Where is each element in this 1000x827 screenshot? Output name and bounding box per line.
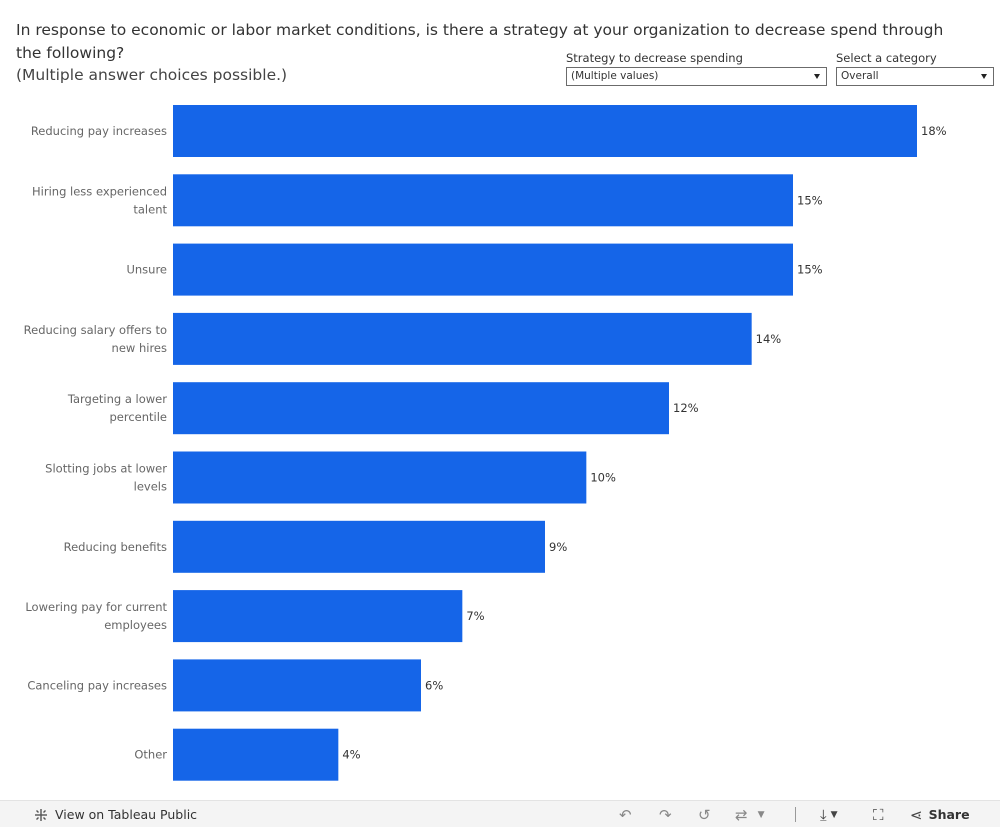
bar[interactable] [173, 659, 421, 712]
strategy-filter-dropdown[interactable]: (Multiple values) [566, 67, 827, 86]
undo-button[interactable]: ↶ [619, 801, 632, 827]
bar[interactable] [173, 174, 793, 227]
category-label: Slotting jobs at lower levels [45, 462, 167, 494]
value-label: 18% [921, 124, 947, 138]
strategy-filter-value: (Multiple values) [571, 70, 659, 82]
revert-icon: ↺ [698, 805, 711, 824]
download-button[interactable]: ⤓ ▼ [820, 801, 838, 827]
undo-icon: ↶ [619, 805, 632, 824]
refresh-icon: ⇄ [735, 805, 748, 824]
share-button[interactable]: ⋖ Share [910, 801, 970, 827]
chevron-down-icon [981, 74, 987, 79]
value-label: 10% [590, 471, 616, 485]
value-label: 4% [342, 748, 360, 762]
strategy-filter-label: Strategy to decrease spending [566, 51, 743, 65]
bar[interactable] [173, 590, 463, 643]
view-on-tableau-link[interactable]: View on Tableau Public [33, 801, 197, 827]
view-on-tableau-label: View on Tableau Public [55, 807, 198, 822]
category-label: Hiring less experienced talent [32, 184, 167, 216]
bar[interactable] [173, 451, 587, 504]
value-label: 15% [797, 263, 823, 277]
category-filter-label: Select a category [836, 51, 937, 65]
toolbar-divider [795, 807, 796, 822]
category-label: Reducing pay increases [31, 124, 167, 138]
category-label: Reducing benefits [64, 540, 167, 554]
tableau-icon [35, 808, 47, 821]
category-label: Canceling pay increases [27, 678, 167, 692]
redo-button[interactable]: ↷ [659, 801, 672, 827]
category-filter-dropdown[interactable]: Overall [836, 67, 994, 86]
bar[interactable] [173, 312, 752, 365]
strategy-filter: Strategy to decrease spending (Multiple … [566, 51, 827, 86]
fullscreen-button[interactable]: ⛶ [873, 801, 884, 827]
category-label: Targeting a lower percentile [67, 392, 167, 424]
redo-icon: ↷ [659, 805, 672, 824]
chart-title: In response to economic or labor market … [16, 21, 944, 62]
fullscreen-icon: ⛶ [873, 805, 884, 824]
category-label: Other [134, 748, 167, 762]
tableau-toolbar: View on Tableau Public ↶ ↷ ↺ ⇄ ▼ ⤓ ▼ ⛶ ⋖ Sh… [0, 800, 1000, 827]
share-label: Share [928, 807, 970, 822]
bar-chart: Reducing pay increases 18% Hiring less exp… [24, 105, 947, 781]
value-label: 12% [673, 401, 699, 415]
category-label: Reducing salary offers to new hires [24, 323, 167, 355]
revert-button[interactable]: ↺ [698, 801, 711, 827]
category-filter: Select a category Overall [836, 51, 994, 86]
value-label: 9% [549, 540, 567, 554]
value-label: 7% [466, 609, 484, 623]
value-label: 14% [756, 332, 782, 346]
bar[interactable] [173, 243, 793, 296]
value-label: 6% [425, 678, 443, 692]
chevron-down-icon: ▼ [830, 809, 838, 820]
value-label: 15% [797, 193, 823, 207]
chart-subtitle: (Multiple answer choices possible.) [16, 66, 288, 84]
chevron-down-icon: ▼ [757, 809, 765, 820]
share-icon: ⋖ [910, 805, 923, 824]
category-label: Lowering pay for current employees [25, 600, 167, 632]
bar[interactable] [173, 728, 339, 781]
refresh-button[interactable]: ⇄ ▼ [735, 801, 765, 827]
download-icon: ⤓ [820, 805, 827, 824]
bar[interactable] [173, 382, 669, 435]
category-filter-value: Overall [841, 70, 879, 82]
category-label: Unsure [126, 263, 167, 277]
chevron-down-icon [814, 74, 820, 79]
bar[interactable] [173, 105, 917, 157]
bar[interactable] [173, 520, 545, 573]
